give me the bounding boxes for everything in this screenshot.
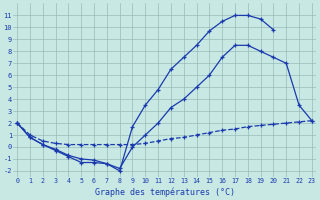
X-axis label: Graphe des températures (°C): Graphe des températures (°C) <box>94 187 235 197</box>
